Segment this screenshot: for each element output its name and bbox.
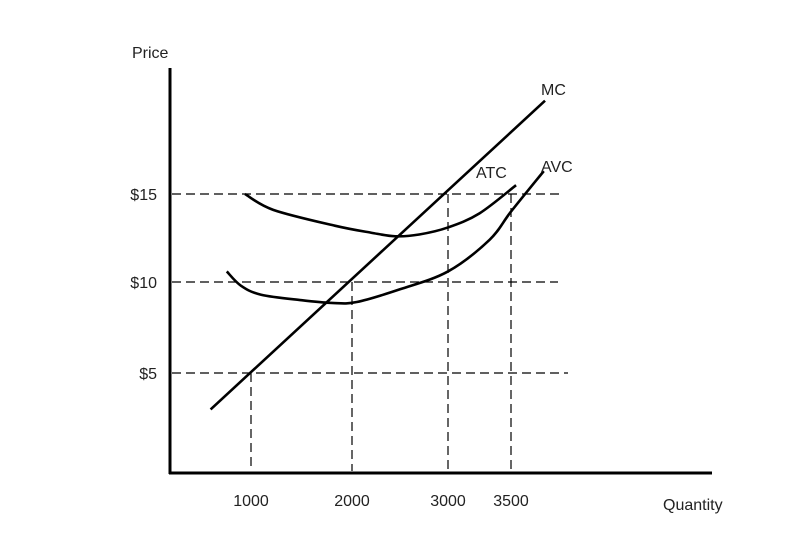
y-tick-label-10: $10 [130,275,157,292]
cost-curves [209,99,546,411]
mc-curve [209,99,546,411]
atc-label: ATC [476,165,507,182]
x-tick-label-3000: 3000 [430,493,466,510]
x-tick-label-2000: 2000 [334,493,370,510]
atc-curve [244,184,517,238]
reference-lines [172,193,568,471]
y-tick-label-5: $5 [139,366,157,383]
mc-label: MC [541,82,566,99]
tick-labels: 1000 2000 3000 3500 $5 $10 $15 [130,187,529,510]
y-tick-label-15: $15 [130,187,157,204]
x-tick-label-3500: 3500 [493,493,529,510]
x-tick-label-1000: 1000 [233,493,269,510]
avc-curve [225,170,545,305]
avc-label: AVC [541,159,573,176]
y-axis-label: Price [132,45,169,62]
series-labels: MC ATC AVC [476,82,573,182]
x-axis-label: Quantity [663,497,723,514]
